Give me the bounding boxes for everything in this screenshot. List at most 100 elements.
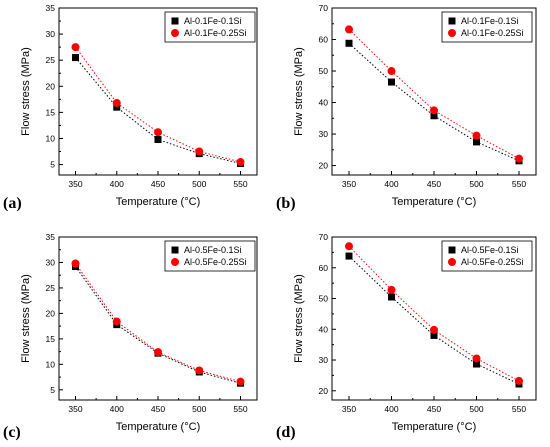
y-tick-label: 60 (319, 35, 329, 45)
panel-label: (b) (276, 195, 296, 212)
panel-label: (c) (3, 424, 21, 441)
data-point (430, 106, 438, 115)
y-tick-label: 20 (46, 81, 56, 91)
y-tick-label: 70 (319, 232, 329, 242)
x-tick-label: 450 (427, 179, 441, 189)
y-tick-label: 25 (46, 55, 56, 65)
y-tick-label: 40 (319, 98, 329, 108)
y-tick-label: 20 (319, 161, 329, 171)
data-point (195, 366, 204, 375)
legend-entry: Al-0.5Fe-0.25Si (184, 257, 247, 267)
x-tick-label: 400 (110, 404, 124, 414)
legend-entry: Al-0.5Fe-0.1Si (461, 245, 519, 255)
x-tick-label: 450 (151, 179, 165, 189)
y-tick-label: 25 (46, 283, 56, 293)
legend-box (164, 11, 256, 43)
data-point (154, 136, 162, 144)
x-tick-label: 550 (233, 179, 247, 189)
data-point (473, 138, 480, 146)
y-tick-label: 20 (319, 386, 329, 396)
data-point (430, 325, 438, 334)
data-point (236, 377, 245, 386)
data-point (472, 131, 481, 140)
data-point (388, 293, 395, 301)
series-line-2 (75, 46, 241, 163)
series-line-1 (75, 266, 241, 384)
x-tick-label: 350 (68, 404, 82, 414)
x-tick-label: 450 (151, 404, 165, 414)
y-tick-label: 30 (319, 355, 329, 365)
y-tick-label: 15 (46, 334, 56, 344)
data-point (154, 128, 162, 137)
series-line-2 (75, 263, 241, 383)
data-point (472, 354, 481, 363)
legend-marker (171, 29, 179, 37)
data-point (387, 285, 396, 294)
legend-marker (171, 17, 179, 25)
y-tick-label: 5 (50, 385, 55, 395)
x-axis-label: Temperature (°C) (116, 196, 200, 208)
legend-entry: Al-0.5Fe-0.1Si (184, 245, 242, 255)
panel-label: (a) (3, 195, 22, 212)
y-tick-label: 10 (46, 359, 56, 369)
data-point (430, 331, 438, 339)
y-axis-label: Flow stress (MPa) (20, 47, 32, 136)
x-tick-label: 500 (192, 179, 206, 189)
chart-panel-2: 20 30 40 50 60 70 350 400 450 500 550 Temperature (… (276, 3, 537, 212)
y-tick-label: 60 (319, 263, 329, 273)
x-tick-label: 550 (512, 179, 526, 189)
legend-entry: Al-0.1Fe-0.25Si (461, 28, 524, 38)
y-tick-label: 20 (46, 308, 56, 318)
y-tick-label: 10 (46, 133, 56, 143)
y-tick-label: 30 (319, 129, 329, 139)
data-point (388, 78, 395, 86)
y-tick-label: 35 (46, 232, 56, 242)
x-tick-label: 350 (68, 179, 82, 189)
x-axis-label: Temperature (°C) (392, 196, 476, 208)
y-tick-label: 15 (46, 107, 56, 117)
x-tick-label: 400 (110, 179, 124, 189)
y-tick-label: 50 (319, 294, 329, 304)
legend-box (441, 240, 533, 272)
data-point (515, 154, 523, 163)
x-axis-label: Temperature (°C) (116, 421, 200, 433)
series-line-1 (348, 42, 520, 162)
x-tick-label: 500 (469, 404, 483, 414)
data-point (515, 376, 523, 385)
series-line-1 (348, 255, 520, 385)
x-tick-label: 400 (384, 404, 398, 414)
data-point (345, 252, 353, 260)
legend-box (441, 11, 533, 43)
x-tick-label: 500 (469, 179, 483, 189)
data-point (345, 242, 353, 251)
legend-marker (448, 29, 456, 37)
y-tick-label: 50 (319, 66, 329, 76)
data-point (430, 112, 438, 120)
data-point (236, 157, 245, 166)
x-tick-label: 350 (342, 179, 356, 189)
y-axis-label: Flow stress (MPa) (293, 47, 305, 136)
data-point (473, 360, 480, 368)
y-tick-label: 30 (46, 257, 56, 267)
x-tick-label: 500 (192, 404, 206, 414)
data-point (112, 317, 121, 326)
x-tick-label: 350 (342, 404, 356, 414)
data-point (345, 25, 353, 34)
data-point (154, 348, 162, 357)
y-tick-label: 30 (46, 29, 56, 39)
x-tick-label: 550 (512, 404, 526, 414)
legend-entry: Al-0.1Fe-0.1Si (184, 16, 242, 26)
legend-marker (448, 246, 456, 254)
data-point (345, 39, 353, 47)
data-point (72, 54, 79, 62)
y-axis-label: Flow stress (MPa) (293, 274, 305, 363)
x-tick-label: 550 (233, 404, 247, 414)
legend-entry: Al-0.1Fe-0.25Si (184, 28, 247, 38)
chart-panel-4: 20 30 40 50 60 70 350 400 450 500 550 Temperature (… (276, 232, 537, 441)
y-tick-label: 35 (46, 3, 56, 13)
legend-box (164, 240, 256, 272)
legend-marker (448, 258, 456, 266)
y-tick-label: 5 (50, 160, 55, 170)
chart-panel-1: 5 10 15 20 25 30 35 350 400 450 500 550 Temperature … (3, 3, 258, 212)
